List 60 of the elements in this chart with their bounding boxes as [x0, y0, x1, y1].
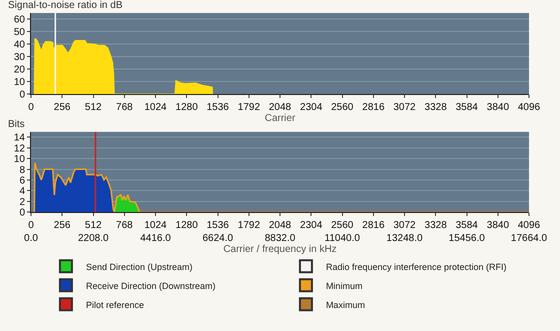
x-tick-label: 256: [54, 102, 71, 114]
legend-label: Radio frequency interference protection (RFI): [326, 262, 507, 272]
y-tick-label: 10: [14, 77, 26, 88]
y-axis-title: Bits: [8, 119, 25, 130]
y-tick-label: 8: [19, 164, 26, 176]
x-tick-label: 256: [54, 220, 71, 231]
y-tick-label: 60: [14, 14, 26, 26]
x-tick-label: 1024: [144, 102, 168, 114]
x-tick-label: 2816: [362, 220, 385, 231]
legend-label: Minimum: [326, 280, 362, 291]
y-tick-label: 6: [19, 175, 26, 186]
y-tick-label: 30: [14, 52, 26, 64]
x-tick-label: 1280: [176, 220, 198, 231]
x-tick-label: 1024 4416.0: [140, 220, 172, 244]
x-tick-label: 1792: [238, 102, 260, 114]
y-tick-label: 40: [14, 40, 26, 51]
x-tick-label: 3840: [486, 220, 510, 231]
y-tick-label: 2: [19, 196, 26, 208]
x-tick-label: 2560 11040.0: [324, 220, 360, 244]
y-tick-label: 0: [19, 90, 26, 101]
x-tick-label: 0 0.0: [24, 220, 38, 244]
legend-label: Receive Direction (Downstream): [86, 280, 216, 291]
x-tick-label: 2560: [331, 102, 354, 114]
x-tick-label: 512 2208.0: [78, 220, 109, 244]
x-tick-label: 1792: [238, 220, 260, 231]
legend-label: Maximum: [326, 300, 365, 310]
y-axis-title: Signal-to-noise ratio in dB: [8, 0, 123, 11]
x-tick-label: 1280: [176, 102, 198, 114]
x-tick-label: 2048: [268, 102, 292, 114]
y-tick-label: 0: [19, 208, 26, 218]
legend-label: Pilot reference: [86, 300, 144, 310]
line-series: [34, 162, 140, 212]
y-tick-label: 4: [19, 186, 26, 198]
x-tick-label: 4096: [518, 102, 541, 114]
x-tick-label: 2304: [300, 102, 323, 114]
x-tick-label: 512: [84, 102, 102, 114]
y-tick-label: 10: [14, 154, 26, 166]
y-tick-label: 20: [14, 64, 26, 76]
x-tick-label: 3584 15456.0: [448, 220, 486, 244]
x-tick-label: 0: [28, 102, 34, 114]
x-tick-label: 3072: [393, 102, 416, 114]
x-tick-label: 3584: [456, 102, 478, 114]
y-tick-label: 12: [14, 143, 26, 154]
x-axis-title: Carrier / frequency in kHz: [223, 244, 337, 255]
x-tick-label: 3840: [486, 102, 510, 114]
x-tick-label: 2048 8832.0: [264, 220, 296, 244]
x-tick-label: 4096 17664.0: [510, 220, 548, 244]
x-tick-label: 2816: [362, 102, 385, 114]
x-axis-title: Carrier: [264, 113, 296, 124]
x-tick-label: 1536 6624.0: [202, 220, 234, 244]
x-tick-label: 768: [116, 220, 134, 231]
x-tick-label: 3328: [424, 102, 448, 114]
x-tick-label: 1536: [206, 102, 230, 114]
legend-label: Send Direction (Upstream): [86, 262, 192, 272]
x-tick-label: 3328: [424, 220, 448, 231]
x-tick-label: 2304: [300, 220, 323, 231]
y-tick-label: 14: [14, 132, 26, 144]
y-tick-label: 50: [14, 27, 26, 38]
x-tick-label: 768: [116, 102, 134, 114]
x-tick-label: 3072 13248.0: [386, 220, 424, 244]
